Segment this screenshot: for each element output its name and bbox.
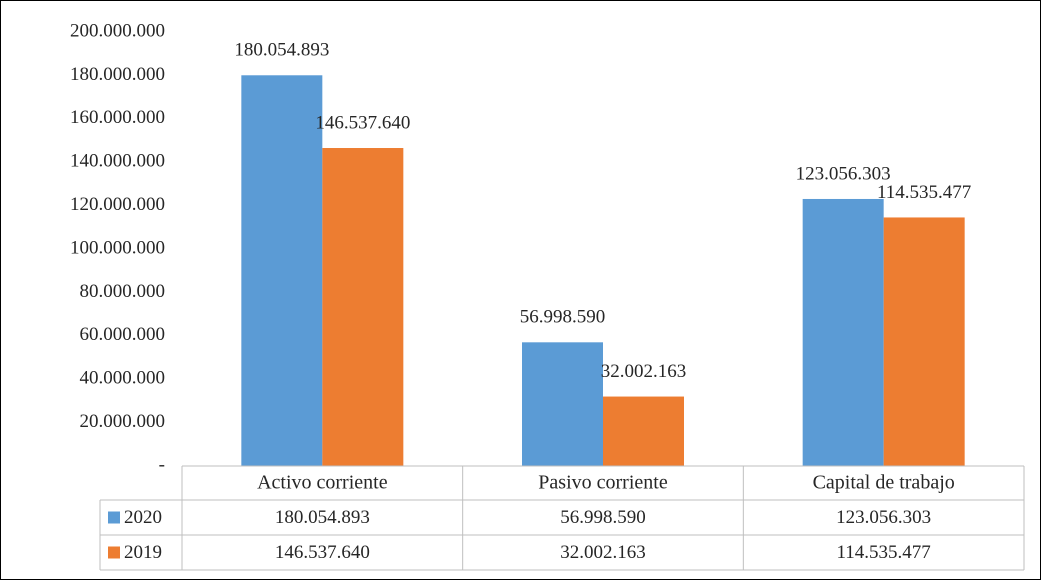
y-tick-label: 180.000.000 (70, 64, 165, 85)
y-tick-label: 60.000.000 (80, 324, 166, 345)
legend-key-2020 (108, 511, 120, 524)
bar-2019-0 (322, 148, 404, 467)
data-label-2020: 56.998.590 (520, 307, 606, 328)
table-cell-value: 56.998.590 (560, 507, 646, 528)
category-label: Capital de trabajo (813, 472, 955, 494)
bar-2020-0 (241, 75, 323, 466)
bar-2019-2 (883, 217, 965, 466)
bar-2020-2 (802, 198, 884, 466)
y-tick-label: 140.000.000 (70, 151, 165, 172)
legend-key-2019 (108, 546, 120, 559)
legend-label: 2019 (124, 542, 162, 563)
bar-2019-1 (603, 396, 684, 466)
table-cell-value: 146.537.640 (275, 542, 370, 563)
table-cell-value: 114.535.477 (837, 542, 931, 563)
category-label: Pasivo corriente (538, 472, 668, 494)
y-tick-label: 20.000.000 (80, 411, 166, 432)
table-cell-value: 123.056.303 (836, 507, 931, 528)
data-label-2019: 114.535.477 (877, 182, 971, 203)
data-label-2020: 180.054.893 (234, 40, 329, 61)
data-label-2020: 123.056.303 (796, 163, 891, 184)
y-tick-label: 80.000.000 (80, 281, 166, 302)
data-label-2019: 146.537.640 (315, 112, 410, 133)
y-tick-label: 160.000.000 (70, 107, 165, 128)
y-tick-label: 100.000.000 (70, 237, 165, 258)
y-tick-label: 120.000.000 (70, 194, 165, 215)
legend-label: 2020 (124, 507, 162, 528)
table-cell-value: 32.002.163 (560, 542, 646, 563)
data-label-2019: 32.002.163 (601, 361, 687, 382)
y-tick-label: - (159, 454, 165, 475)
table-cell-value: 180.054.893 (275, 507, 370, 528)
y-tick-label: 200.000.000 (70, 20, 165, 41)
y-tick-label: 40.000.000 (80, 368, 166, 389)
category-label: Activo corriente (257, 472, 388, 494)
bar-2020-1 (522, 342, 603, 466)
